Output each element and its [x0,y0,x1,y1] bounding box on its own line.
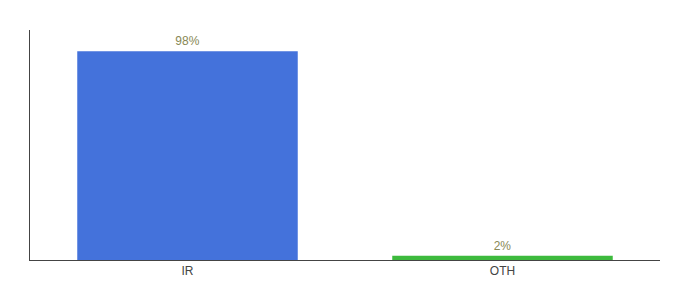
svg-text:2%: 2% [494,239,512,253]
svg-text:OTH: OTH [490,264,515,278]
svg-text:IR: IR [182,264,194,278]
svg-text:98%: 98% [175,34,199,48]
